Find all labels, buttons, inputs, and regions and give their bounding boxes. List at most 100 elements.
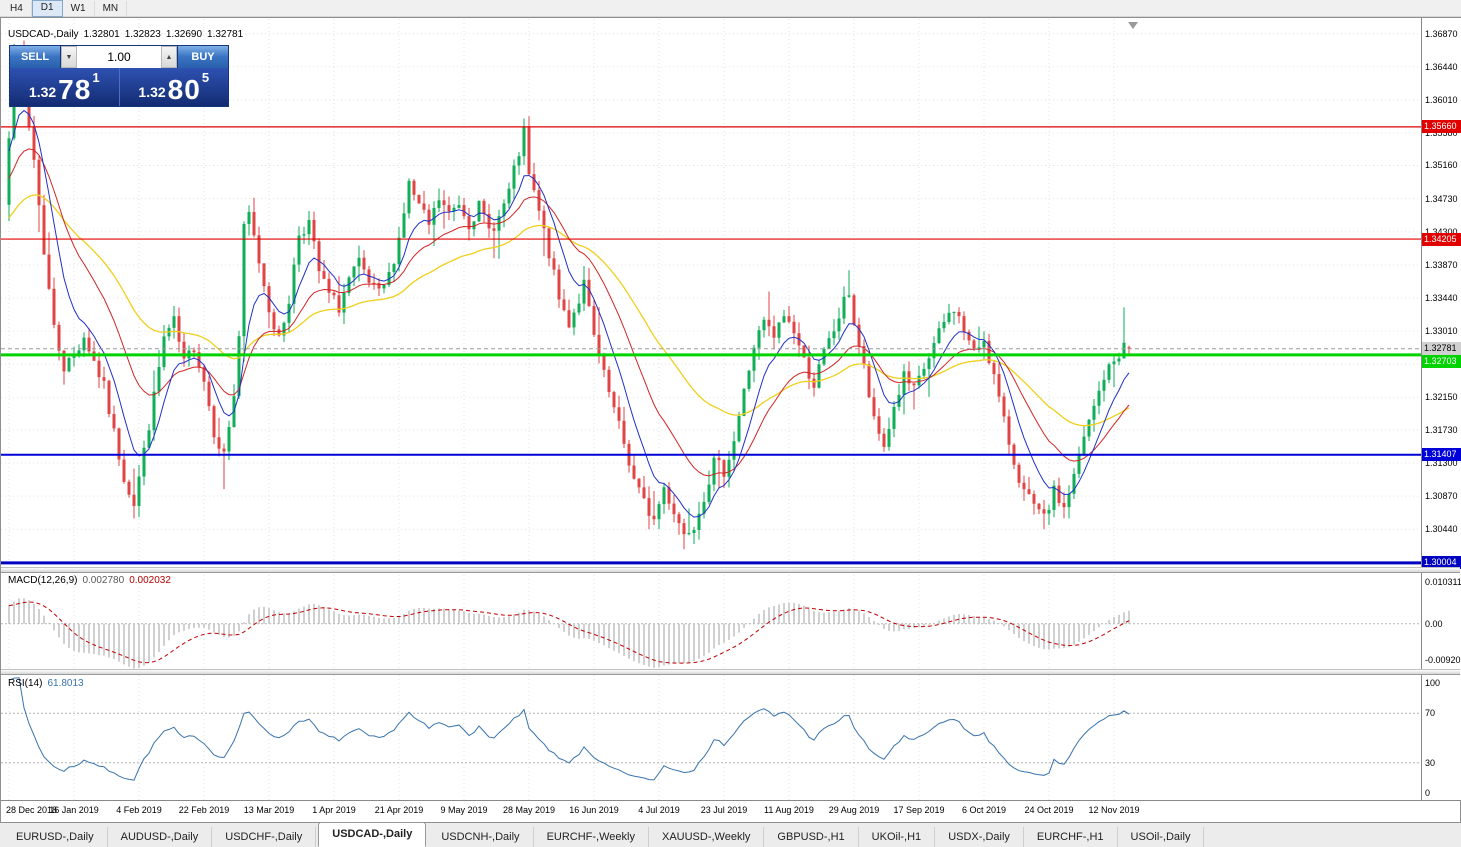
date-axis-label: 4 Jul 2019 [638, 805, 680, 815]
rsi-pane [1, 677, 1421, 781]
axis-label: 1.33440 [1425, 293, 1458, 303]
axis-label: 1.35160 [1425, 160, 1458, 171]
axis-label: 1.31730 [1425, 424, 1458, 435]
axis-label: 1.36440 [1425, 61, 1458, 72]
price-axis[interactable]: 1.368701.364401.360101.355801.351601.347… [1421, 18, 1461, 800]
date-axis-label: 23 Jul 2019 [700, 805, 748, 815]
axis-label: 1.34300 [1425, 226, 1458, 238]
axis-label: 1.31300 [1425, 457, 1458, 468]
axis-label: 1.30440 [1425, 524, 1458, 535]
date-axis-label: 13 Mar 2019 [243, 805, 295, 815]
level-price-tag: 1.35660 [1422, 120, 1461, 134]
date-axis-label: 12 Nov 2019 [1088, 805, 1140, 815]
chart-tab-gbpusd-h1[interactable]: GBPUSD-,H1 [764, 827, 859, 847]
symbol-title: USDCAD-,Daily [8, 29, 79, 40]
volume-decrease-icon[interactable]: ▼ [61, 46, 77, 68]
axis-label: 0.010311 [1425, 577, 1461, 587]
chart-tab-xauusd-weekly[interactable]: XAUUSD-,Weekly [648, 827, 765, 847]
axis-label: 1.36010 [1425, 94, 1458, 105]
chart-title: USDCAD-,Daily 1.32801 1.32823 1.32690 1.3278… [8, 29, 248, 40]
one-click-trading-panel: SELL ▼ ▲ BUY 1.32 78 1 1.32 80 5 [9, 45, 229, 107]
chart-window: USDCAD-,Daily 1.32801 1.32823 1.32690 1.3278… [0, 17, 1461, 823]
macd-pane [1, 598, 1421, 669]
axis-label: 70 [1425, 708, 1436, 719]
bid-price-tag: 1.32781 [1422, 342, 1461, 356]
axis-label: 1.34730 [1425, 193, 1458, 204]
buy-button[interactable]: BUY [178, 46, 228, 68]
axis-label: 1.36870 [1425, 28, 1458, 39]
macd-main-value: 0.002780 [82, 575, 125, 586]
timeframe-button-d1[interactable]: D1 [31, 0, 63, 17]
axis-label: 1.30870 [1425, 491, 1458, 502]
ohlc-high: 1.32823 [124, 29, 161, 40]
candlestick-series [7, 40, 1131, 550]
date-axis-label: 24 Oct 2019 [1024, 805, 1074, 815]
date-axis-label: 17 Sep 2019 [893, 805, 945, 815]
timeframe-button-mn[interactable]: MN [95, 0, 128, 16]
ask-price: 1.32 80 5 [120, 68, 229, 106]
axis-label: 0 [1425, 788, 1431, 798]
price-chart-canvas[interactable] [1, 18, 1421, 823]
ask-price-figure: 1.32 [138, 84, 166, 100]
volume-group: ▼ ▲ [60, 46, 178, 68]
chart-tab-audusd-daily[interactable]: AUDUSD-,Daily [107, 827, 213, 847]
rsi-indicator-label: RSI(14) 61.8013 [8, 678, 84, 689]
axis-label: 1.33010 [1425, 326, 1458, 337]
timeframe-button-h4[interactable]: H4 [2, 0, 32, 16]
ohlc-low: 1.32690 [165, 29, 203, 40]
chart-tab-usdx-daily[interactable]: USDX-,Daily [935, 827, 1024, 847]
rsi-value: 61.8013 [47, 678, 84, 689]
axis-label: 1.33870 [1425, 259, 1458, 270]
timeframe-toolbar: H4 D1 W1 MN [0, 0, 1461, 17]
level-price-tag: 1.32703 [1422, 355, 1461, 369]
date-axis-label: 21 Apr 2019 [374, 805, 424, 815]
timeframe-button-w1[interactable]: W1 [63, 0, 95, 16]
axis-label: 1.32150 [1425, 392, 1458, 403]
chart-tab-usdcnh-daily[interactable]: USDCNH-,Daily [428, 827, 534, 847]
grid [1, 19, 1421, 800]
bid-price-figure: 1.32 [28, 84, 57, 100]
chart-tab-eurusd-daily[interactable]: EURUSD-,Daily [3, 827, 108, 847]
chart-tab-bar: EURUSD-,Daily AUDUSD-,Daily USDCHF-,Daily U… [0, 822, 1461, 847]
date-axis-label: 6 Oct 2019 [961, 805, 1007, 815]
rsi-name: RSI(14) [8, 678, 43, 689]
horizontal-level-lines [1, 126, 1421, 565]
bid-price-pips: 78 [58, 74, 92, 105]
date-axis-label: 16 Jan 2019 [49, 805, 99, 815]
volume-input[interactable] [77, 46, 161, 68]
level-price-tag: 1.31407 [1422, 448, 1461, 462]
sell-button[interactable]: SELL [10, 46, 60, 68]
ask-price-point: 5 [201, 70, 210, 85]
chart-tab-usdchf-daily[interactable]: USDCHF-,Daily [212, 827, 317, 847]
pane-separator-macd[interactable] [1, 567, 1460, 573]
date-axis-label: 11 Aug 2019 [764, 805, 814, 815]
level-price-tag: 1.34205 [1422, 232, 1461, 246]
chart-tab-usoil-daily[interactable]: USOil-,Daily [1117, 827, 1205, 847]
ask-price-pips: 80 [167, 74, 201, 105]
axis-label: 30 [1425, 757, 1436, 768]
time-axis[interactable]: 28 Dec 2018 16 Jan 2019 4 Feb 2019 22 Feb 2… [1, 800, 1460, 822]
pane-separator-rsi[interactable] [1, 669, 1460, 675]
chart-shift-marker[interactable] [1128, 22, 1138, 29]
level-price-tag: 1.30004 [1422, 556, 1461, 570]
axis-label: 100 [1425, 678, 1441, 688]
macd-signal-value: 0.002032 [129, 575, 171, 586]
bid-price: 1.32 78 1 [10, 68, 120, 106]
chart-tab-eurchf-weekly[interactable]: EURCHF-,Weekly [533, 827, 649, 847]
chart-tab-eurchf-h1[interactable]: EURCHF-,H1 [1023, 827, 1118, 847]
macd-name: MACD(12,26,9) [8, 575, 78, 586]
date-axis-label: 1 Apr 2019 [312, 805, 356, 815]
volume-increase-icon[interactable]: ▲ [161, 46, 177, 68]
axis-label: 0.00 [1425, 618, 1443, 629]
date-axis-label: 9 May 2019 [440, 805, 488, 815]
bid-price-point: 1 [92, 70, 100, 85]
ohlc-close: 1.32781 [207, 29, 244, 40]
chart-tab-usdcad-daily[interactable]: USDCAD-,Daily [318, 822, 427, 847]
date-axis-label: 4 Feb 2019 [116, 805, 162, 815]
ohlc-open: 1.32801 [83, 29, 120, 40]
macd-indicator-label: MACD(12,26,9) 0.002780 0.002032 [8, 575, 171, 586]
date-axis-label: 22 Feb 2019 [178, 805, 230, 815]
chart-tab-ukoil-h1[interactable]: UKOil-,H1 [858, 827, 936, 847]
